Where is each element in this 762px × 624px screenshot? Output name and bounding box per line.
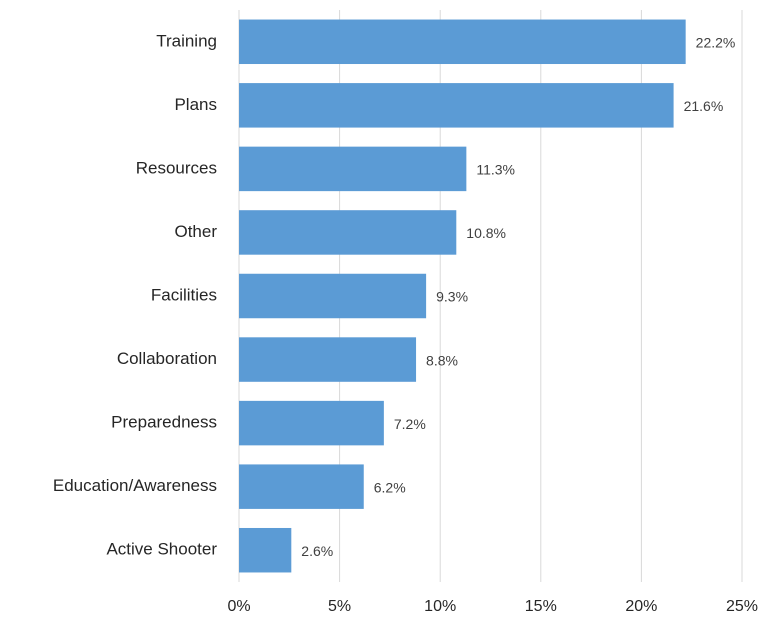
bar (239, 400, 384, 446)
bar (239, 464, 364, 509)
y-tick-label: Preparedness (111, 413, 217, 432)
x-tick-label: 5% (328, 598, 351, 615)
data-label: 22.2% (696, 34, 736, 50)
bar (239, 337, 417, 382)
data-label: 6.2% (374, 479, 406, 495)
bar (239, 273, 427, 319)
data-label: 9.3% (436, 289, 468, 305)
y-tick-label: Training (156, 31, 217, 50)
data-label: 8.8% (426, 352, 458, 368)
y-tick-label: Plans (174, 95, 217, 114)
data-label: 21.6% (684, 98, 724, 114)
y-tick-label: Resources (136, 158, 217, 177)
data-label: 7.2% (394, 416, 426, 432)
x-tick-label: 0% (227, 598, 250, 615)
y-tick-label: Education/Awareness (53, 476, 217, 495)
data-label: 10.8% (466, 225, 506, 241)
x-tick-label: 25% (726, 598, 758, 615)
data-label: 11.3% (476, 162, 515, 178)
y-tick-label: Other (174, 222, 217, 241)
y-tick-label: Collaboration (117, 349, 217, 368)
x-tick-label: 10% (424, 598, 456, 615)
bar (239, 19, 686, 65)
bar (239, 83, 674, 128)
y-tick-label: Facilities (151, 285, 217, 304)
x-tick-label: 20% (625, 598, 657, 615)
y-tick-label: Active Shooter (106, 540, 217, 559)
bar (239, 210, 457, 255)
x-tick-label: 15% (525, 598, 557, 615)
bar (239, 527, 292, 573)
bar (239, 146, 467, 192)
data-label: 2.6% (301, 543, 333, 559)
